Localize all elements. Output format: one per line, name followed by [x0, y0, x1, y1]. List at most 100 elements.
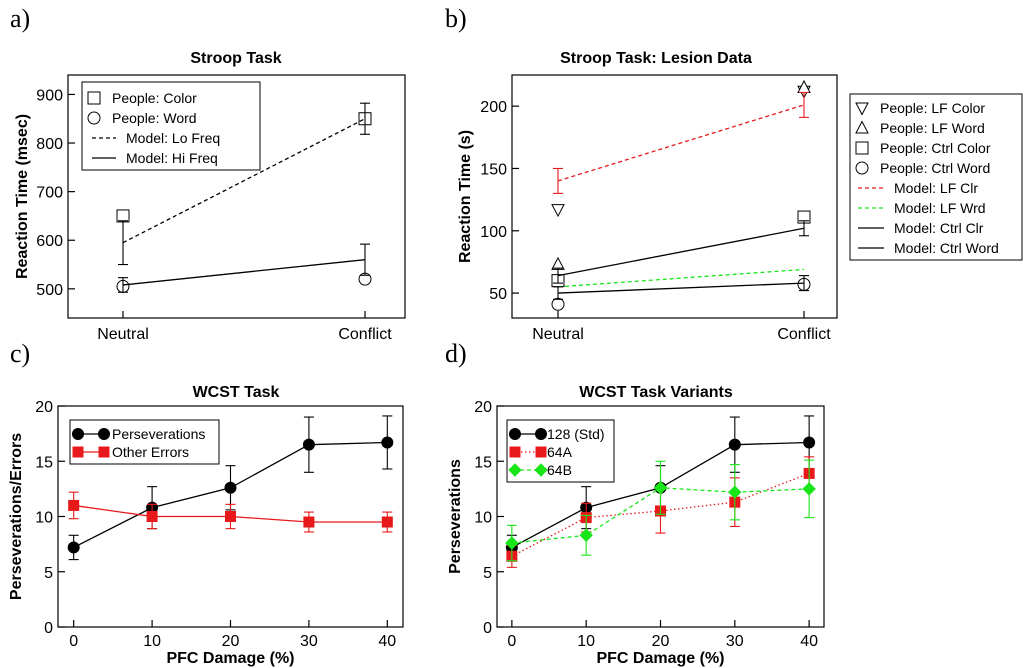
y-axis-label: Perseverations/Errors: [8, 433, 25, 600]
series-1: [68, 491, 393, 533]
legend-marker: [535, 446, 547, 458]
legend-marker: [855, 102, 869, 116]
x-tick-label: 40: [800, 633, 818, 650]
legend: Perseverations Other Errors: [69, 419, 220, 465]
legend-label: 64A: [547, 444, 573, 460]
y-tick-label: 0: [483, 620, 492, 637]
legend-marker: [855, 161, 869, 175]
legend-box: [69, 419, 220, 465]
panel-letter: b): [445, 4, 467, 33]
y-axis-label: Perseverations: [447, 459, 464, 574]
panel-a: a) Stroop Task 500 600 700 800 900 Neutral Confl…: [10, 4, 406, 343]
legend-marker: [72, 428, 84, 440]
data-point: [505, 536, 519, 550]
series-3: [551, 277, 811, 311]
x-axis-label: PFC Damage (%): [166, 650, 294, 667]
data-point: [803, 436, 816, 449]
series-4: [553, 91, 809, 194]
data-point: [146, 511, 158, 522]
y-axis-label: Reaction Time (msec): [14, 114, 31, 279]
panel-letter: a): [10, 4, 30, 33]
legend-label: People: LF Color: [880, 100, 985, 116]
y-tick-label: 100: [480, 224, 507, 241]
y-tick-label: 10: [474, 510, 492, 527]
data-point: [551, 297, 565, 311]
data-point: [551, 204, 565, 218]
legend-marker: [98, 446, 110, 458]
series-3: [118, 243, 370, 293]
legend-box: [849, 93, 1023, 261]
x-tick-label: 30: [726, 633, 744, 650]
y-tick-label: 5: [483, 565, 492, 582]
y-tick-label: 0: [44, 620, 53, 637]
legend-label: Model: Hi Freq: [126, 150, 218, 166]
plot-frame: [67, 74, 406, 319]
x-tick-label: 20: [652, 633, 670, 650]
y-tick-label: 20: [474, 399, 492, 416]
x-tick-label: 0: [69, 633, 78, 650]
series-line: [557, 282, 805, 294]
panel-c: c) WCST Task 0 5 10 15 20 0 10 20 30 40 Perseveratio…: [8, 339, 404, 667]
x-category-label: Conflict: [777, 326, 831, 343]
y-tick-label: 15: [474, 454, 492, 471]
series-line: [557, 104, 805, 182]
legend-label: Model: Ctrl Word: [894, 240, 999, 256]
legend-marker: [855, 120, 869, 134]
series-line: [557, 268, 805, 288]
y-tick-label: 200: [480, 99, 507, 116]
panel-letter: c): [10, 339, 30, 368]
x-tick-label: 30: [300, 633, 318, 650]
data-point: [381, 516, 393, 528]
data-point: [802, 482, 816, 496]
legend-marker: [534, 463, 548, 477]
legend-label: People: LF Word: [880, 120, 985, 136]
legend: People: Color People: Word Model: Lo Freq M…: [81, 81, 261, 171]
data-point: [67, 541, 80, 554]
series-5: [557, 268, 805, 288]
x-tick-label: 0: [507, 633, 516, 650]
legend-label: 64B: [547, 462, 572, 478]
series-line: [557, 227, 805, 277]
series-2: [551, 210, 811, 288]
legend-marker: [72, 446, 84, 458]
legend-label: People: Ctrl Word: [880, 160, 990, 176]
series-2: [505, 459, 816, 562]
legend-label: Perseverations: [112, 426, 205, 442]
y-tick-label: 15: [35, 454, 53, 471]
legend-marker: [87, 111, 101, 125]
legend-label: People: Color: [112, 90, 197, 106]
legend-label: Other Errors: [112, 444, 189, 460]
x-category-label: Conflict: [338, 326, 392, 343]
y-tick-label: 600: [36, 233, 63, 250]
data-point: [579, 528, 593, 542]
legend-marker: [87, 91, 101, 105]
data-point: [225, 511, 236, 522]
legend-label: Model: LF Wrd: [894, 200, 986, 216]
legend: 128 (Std) 64A 64B: [506, 419, 615, 483]
legend-label: People: Ctrl Color: [880, 140, 991, 156]
legend-marker: [855, 141, 869, 155]
data-point: [653, 481, 668, 495]
panel-d: d) WCST Task Variants 0 5 10 15 20 0 10 20 30 40 Per…: [445, 339, 825, 667]
series-0: [551, 85, 811, 218]
y-tick-label: 500: [36, 282, 63, 299]
series-0: [67, 415, 394, 561]
legend-marker: [509, 446, 521, 458]
chart-title: Stroop Task: Lesion Data: [560, 50, 752, 67]
y-tick-label: 700: [36, 185, 63, 202]
legend-marker: [98, 428, 110, 440]
legend-marker: [535, 428, 547, 440]
y-axis-label: Reaction Time (s): [457, 130, 474, 263]
y-tick-label: 50: [489, 286, 507, 303]
data-point: [116, 209, 130, 223]
legend-box: [506, 419, 615, 483]
x-tick-label: 10: [577, 633, 595, 650]
legend-label: People: Word: [112, 110, 197, 126]
chart-title: Stroop Task: [190, 50, 281, 67]
data-point: [224, 481, 237, 494]
x-tick-label: 40: [378, 633, 396, 650]
x-tick-label: 20: [222, 633, 240, 650]
series-7: [553, 275, 809, 300]
series-line: [122, 259, 366, 286]
